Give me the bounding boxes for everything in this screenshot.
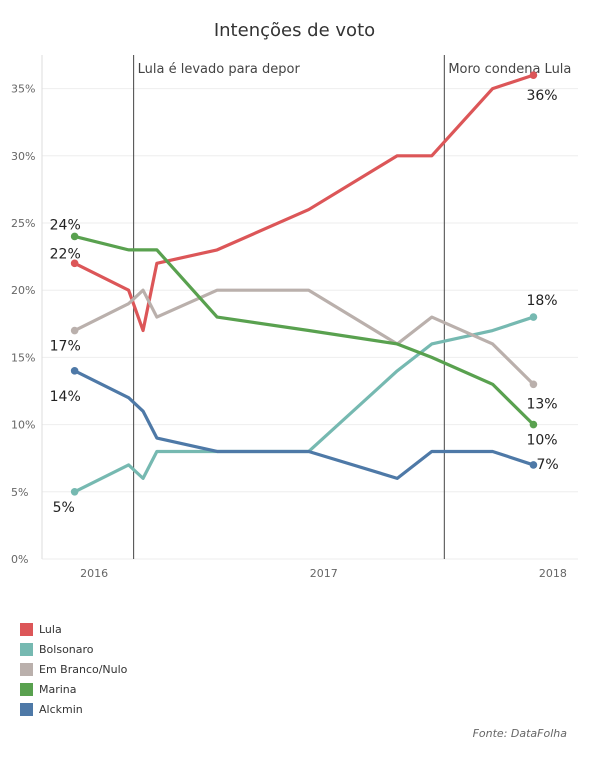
y-tick-label: 0% <box>11 553 28 566</box>
data-label-lula: 22% <box>50 246 81 262</box>
legend-item-em-branco-nulo: Em Branco/Nulo <box>20 659 127 679</box>
x-tick-label: 2017 <box>310 567 338 580</box>
data-label-alckmin: 7% <box>536 457 558 473</box>
legend-label: Alckmin <box>39 702 83 716</box>
series-lines <box>70 71 538 496</box>
data-label-lula: 36% <box>526 88 557 104</box>
series-point-marina <box>529 420 538 429</box>
x-tick-label: 2018 <box>539 567 567 580</box>
data-label-em-branco-nulo: 13% <box>526 396 557 412</box>
legend-swatch <box>20 642 33 656</box>
data-label-marina: 10% <box>526 433 557 449</box>
legend-item-lula: Lula <box>20 619 127 639</box>
series-line-alckmin <box>73 369 536 480</box>
legend-swatch <box>20 702 33 716</box>
legend-label: Em Branco/Nulo <box>39 662 128 676</box>
legend-swatch <box>20 682 33 696</box>
legend: Lula Bolsonaro Em Branco/Nulo Marina Alckmin <box>20 619 127 719</box>
gridlines <box>42 88 578 560</box>
annotation-label-1: Lula é levado para depor <box>138 62 301 77</box>
y-tick-label: 25% <box>11 217 35 230</box>
source-note: Fonte: DataFolha <box>472 727 567 740</box>
series-line-marina <box>73 234 536 427</box>
y-tick-label: 30% <box>11 150 35 163</box>
series-point-em-branco-nulo <box>529 380 538 389</box>
legend-label: Marina <box>39 682 77 696</box>
y-tick-label: 15% <box>11 351 35 364</box>
series-point-bolsonaro <box>70 488 79 496</box>
x-tick-label: 2016 <box>80 567 108 580</box>
data-label-alckmin: 14% <box>50 389 81 405</box>
series-point-alckmin <box>529 461 538 469</box>
series-line-bolsonaro <box>73 315 536 494</box>
data-label-bolsonaro: 5% <box>53 500 75 516</box>
legend-item-alckmin: Alckmin <box>20 699 127 719</box>
series-point-em-branco-nulo <box>70 326 79 335</box>
series-line-lula <box>73 73 536 333</box>
series-line-em-branco-nulo <box>73 288 536 386</box>
line-chart: 0% 5% 10% 15% 20% 25% 30% 35% 2016 2017 2018 Lula … <box>11 55 578 580</box>
axes: 0% 5% 10% 15% 20% 25% 30% 35% 2016 2017 2018 <box>11 55 567 580</box>
legend-label: Lula <box>39 622 62 636</box>
y-tick-label: 5% <box>11 486 28 499</box>
data-label-em-branco-nulo: 17% <box>50 339 81 355</box>
y-tick-label: 20% <box>11 284 35 297</box>
legend-label: Bolsonaro <box>39 642 94 656</box>
annotation-label-2: Moro condena Lula <box>448 62 571 77</box>
series-point-lula <box>70 259 79 268</box>
series-point-alckmin <box>70 367 79 375</box>
legend-swatch <box>20 662 33 676</box>
y-tick-label: 10% <box>11 419 35 432</box>
y-tick-label: 35% <box>11 83 35 96</box>
series-point-lula <box>529 71 538 79</box>
data-labels: 22% 36% 5% 18% 17% 13% 24% 10% 14% 7% <box>50 88 559 516</box>
chart-title: Intenções de voto <box>213 20 376 41</box>
legend-swatch <box>20 622 33 636</box>
legend-item-marina: Marina <box>20 679 127 699</box>
data-label-marina: 24% <box>50 217 81 233</box>
data-label-bolsonaro: 18% <box>526 293 557 309</box>
legend-item-bolsonaro: Bolsonaro <box>20 639 127 659</box>
annotations: Lula é levado para depor Moro condena Lul… <box>133 55 571 559</box>
series-point-bolsonaro <box>529 313 538 321</box>
series-point-marina <box>70 232 79 241</box>
